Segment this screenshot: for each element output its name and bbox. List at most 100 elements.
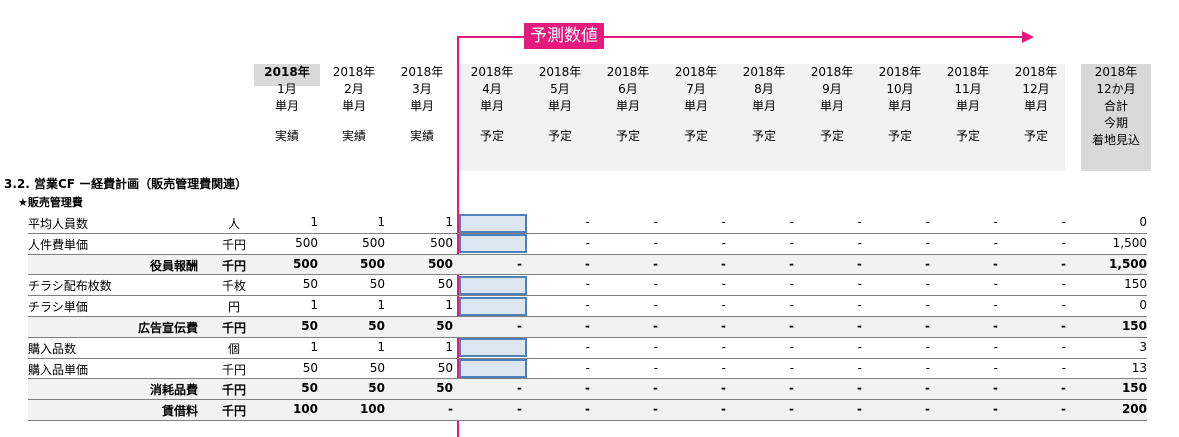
row-cell[interactable]: - — [789, 215, 794, 229]
row-cell[interactable]: - — [789, 277, 794, 292]
row-cell[interactable]: - — [653, 402, 658, 417]
row-cell[interactable]: - — [1061, 319, 1066, 333]
row-cell[interactable]: - — [993, 256, 998, 271]
row-cell[interactable]: 1 — [377, 339, 385, 354]
row-cell[interactable]: 500 — [292, 256, 318, 271]
row-cell[interactable]: 1 — [310, 339, 318, 354]
row-cell[interactable]: - — [653, 215, 658, 229]
row-cell[interactable]: - — [925, 381, 930, 396]
row-cell[interactable]: 1 — [377, 215, 385, 229]
row-cell[interactable]: - — [925, 360, 930, 375]
row-cell[interactable]: 50 — [302, 277, 318, 292]
row-cell[interactable]: - — [993, 319, 998, 333]
row-cell[interactable]: - — [993, 235, 998, 250]
row-cell[interactable]: 500 — [295, 235, 318, 250]
row-cell[interactable]: - — [789, 381, 794, 396]
row-cell[interactable]: 50 — [437, 360, 453, 375]
row-cell[interactable]: - — [993, 298, 998, 313]
row-cell[interactable]: 500 — [427, 256, 453, 271]
row-cell[interactable]: 1 — [377, 298, 385, 313]
row-cell[interactable]: - — [857, 319, 862, 333]
row-cell[interactable]: 1 — [445, 298, 453, 313]
row-cell[interactable]: - — [653, 235, 658, 250]
row-cell[interactable]: - — [1061, 381, 1066, 396]
row-cell[interactable]: - — [721, 277, 726, 292]
row-cell[interactable]: - — [1061, 298, 1066, 313]
row-cell[interactable]: 50 — [368, 381, 385, 396]
row-cell[interactable]: 50 — [369, 277, 385, 292]
row-cell[interactable]: - — [585, 277, 590, 292]
row-cell[interactable]: - — [517, 319, 522, 333]
row-cell[interactable]: 100 — [359, 402, 385, 417]
row-cell[interactable]: - — [925, 319, 930, 333]
april-input-cell[interactable] — [459, 234, 527, 254]
row-cell[interactable]: - — [1061, 360, 1066, 375]
row-cell[interactable]: - — [1061, 339, 1066, 354]
row-cell[interactable]: - — [1061, 256, 1066, 271]
row-cell[interactable]: - — [585, 339, 590, 354]
row-cell[interactable]: - — [857, 256, 862, 271]
row-cell[interactable]: - — [721, 381, 726, 396]
row-cell[interactable]: - — [585, 256, 590, 271]
row-cell[interactable]: - — [721, 256, 726, 271]
row-cell[interactable]: - — [653, 381, 658, 396]
row-cell[interactable]: - — [448, 402, 453, 417]
row-cell[interactable]: - — [993, 381, 998, 396]
row-cell[interactable]: 1 — [445, 339, 453, 354]
row-cell[interactable]: - — [857, 235, 862, 250]
row-cell[interactable]: - — [653, 277, 658, 292]
row-cell[interactable]: 50 — [437, 277, 453, 292]
april-input-cell[interactable] — [459, 296, 527, 316]
row-cell[interactable]: - — [789, 235, 794, 250]
row-cell[interactable]: - — [585, 235, 590, 250]
row-cell[interactable]: - — [925, 215, 930, 229]
row-cell[interactable]: 1 — [310, 298, 318, 313]
row-cell[interactable]: - — [721, 319, 726, 333]
row-cell[interactable]: 50 — [302, 360, 318, 375]
row-cell[interactable]: 50 — [301, 319, 318, 333]
row-cell[interactable]: - — [789, 256, 794, 271]
row-cell[interactable]: 1 — [310, 215, 318, 229]
row-cell[interactable]: - — [925, 402, 930, 417]
row-cell[interactable]: - — [925, 235, 930, 250]
row-cell[interactable]: - — [517, 256, 522, 271]
april-input-cell[interactable] — [459, 359, 527, 379]
row-cell[interactable]: - — [721, 360, 726, 375]
row-cell[interactable]: 500 — [362, 235, 385, 250]
row-cell[interactable]: - — [585, 402, 590, 417]
row-cell[interactable]: 50 — [436, 319, 453, 333]
row-cell[interactable]: - — [585, 360, 590, 375]
row-cell[interactable]: - — [721, 235, 726, 250]
row-cell[interactable]: - — [789, 319, 794, 333]
row-cell[interactable]: - — [789, 298, 794, 313]
row-cell[interactable]: 100 — [292, 402, 318, 417]
row-cell[interactable]: - — [857, 215, 862, 229]
row-cell[interactable]: - — [789, 402, 794, 417]
row-cell[interactable]: - — [585, 215, 590, 229]
april-input-cell[interactable] — [459, 213, 527, 233]
row-cell[interactable]: 50 — [368, 319, 385, 333]
row-cell[interactable]: - — [585, 381, 590, 396]
row-cell[interactable]: - — [585, 298, 590, 313]
row-cell[interactable]: - — [1061, 277, 1066, 292]
row-cell[interactable]: - — [857, 381, 862, 396]
row-cell[interactable]: - — [653, 298, 658, 313]
row-cell[interactable]: 1 — [445, 215, 453, 229]
row-cell[interactable]: 50 — [369, 360, 385, 375]
row-cell[interactable]: - — [1061, 402, 1066, 417]
row-cell[interactable]: - — [993, 277, 998, 292]
row-cell[interactable]: - — [517, 402, 522, 417]
april-input-cell[interactable] — [459, 338, 527, 358]
row-cell[interactable]: 50 — [301, 381, 318, 396]
row-cell[interactable]: - — [585, 319, 590, 333]
april-input-cell[interactable] — [459, 275, 527, 295]
row-cell[interactable]: - — [1061, 235, 1066, 250]
row-cell[interactable]: - — [925, 339, 930, 354]
row-cell[interactable]: - — [517, 381, 522, 396]
row-cell[interactable]: - — [857, 402, 862, 417]
row-cell[interactable]: - — [857, 339, 862, 354]
row-cell[interactable]: - — [925, 298, 930, 313]
row-cell[interactable]: - — [925, 277, 930, 292]
row-cell[interactable]: - — [789, 360, 794, 375]
row-cell[interactable]: - — [653, 360, 658, 375]
